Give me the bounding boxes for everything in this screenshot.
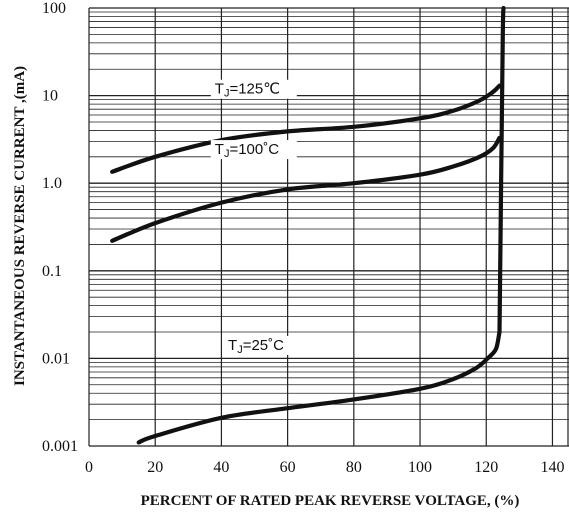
x-tick-label: 40 (213, 459, 229, 476)
tick-labels: 0 20 40 60 80 100 120 140 0.001 0.01 0.1 1.0 10 100 (42, 0, 564, 476)
curve-tj-25 (136, 329, 502, 445)
curve-breakdown (497, 5, 506, 335)
x-tick-label: 140 (540, 459, 564, 476)
x-tick-label: 120 (474, 459, 498, 476)
curve-label: TJ=100˚C (215, 141, 279, 160)
x-tick-label: 60 (280, 459, 296, 476)
x-tick-label: 0 (85, 459, 93, 476)
y-tick-label: 10 (42, 88, 58, 105)
curves (110, 5, 506, 445)
curve-label-background (210, 79, 297, 99)
curve-label: TJ=125℃ (215, 81, 280, 100)
y-tick-label: 0.1 (42, 263, 62, 280)
y-tick-label: 0.01 (42, 350, 70, 367)
x-tick-label: 100 (408, 459, 432, 476)
y-tick-label: 0.001 (42, 438, 78, 455)
curve-labels: TJ=125℃ TJ=100˚C TJ=25˚C (210, 79, 301, 356)
curve-tj-125 (110, 83, 502, 174)
curve-label-background (224, 335, 301, 355)
grid (88, 7, 569, 447)
curve-tj-100 (110, 135, 502, 243)
y-axis-title: INSTANTANEOUS REVERSE CURRENT ,(mA) (12, 66, 28, 386)
curve-label-background (210, 140, 297, 160)
x-tick-label: 80 (346, 459, 362, 476)
curve-label: TJ=25˚C (228, 337, 284, 356)
y-tick-label: 1.0 (42, 175, 62, 192)
y-tick-label: 100 (42, 0, 66, 17)
x-tick-label: 20 (147, 459, 163, 476)
x-axis-title: PERCENT OF RATED PEAK REVERSE VOLTAGE, (… (141, 493, 520, 509)
